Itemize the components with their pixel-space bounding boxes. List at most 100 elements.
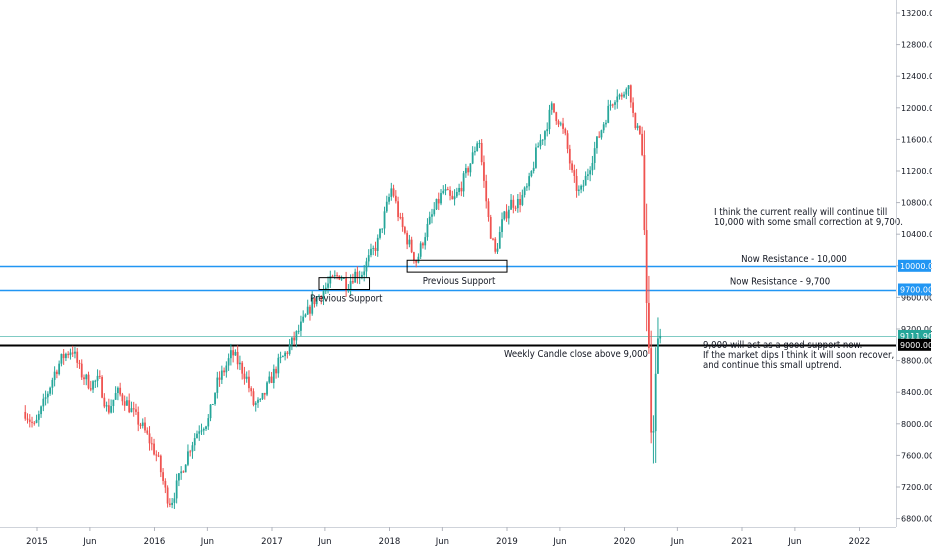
candle-body (492, 238, 494, 240)
candle-body (78, 362, 81, 364)
price-tag-label: 9111.90 (900, 332, 932, 341)
candle-body (71, 352, 74, 354)
candle-body (609, 104, 612, 106)
candle-body (58, 363, 61, 375)
candle-body (514, 207, 517, 209)
candle-body (539, 140, 542, 147)
candle-body (123, 401, 126, 406)
horizontal-levels (0, 265, 896, 347)
candle-body (494, 238, 497, 252)
candle-body (365, 261, 368, 272)
candle-body (302, 316, 305, 322)
candle-body (200, 430, 203, 432)
candle-body (318, 295, 320, 298)
candle-body (345, 278, 348, 291)
candle-body (363, 271, 366, 275)
y-tick-label: 12000.00 (901, 104, 932, 113)
candle-body (137, 411, 140, 425)
candle-body (455, 192, 458, 197)
candle-body (239, 362, 241, 365)
candle-body (546, 129, 549, 132)
candle-body (627, 85, 630, 90)
y-tick-label: 6800.00 (901, 515, 932, 524)
price-tag (898, 283, 931, 296)
candle-body (227, 358, 230, 366)
candle-body (654, 373, 657, 432)
candle-body (288, 345, 291, 354)
candle-body (453, 196, 456, 200)
candle-body (164, 480, 167, 488)
candle-body (385, 201, 388, 212)
candle-body (555, 112, 558, 122)
candle-body (460, 187, 463, 192)
candle-body (184, 464, 187, 473)
candle-body (159, 455, 162, 473)
candle-body (521, 194, 524, 205)
support-note-text: and continue this small uptrend. (703, 360, 842, 371)
candle-body (582, 185, 585, 187)
candle-body (333, 275, 336, 277)
candle-body (403, 227, 406, 233)
candle-body (24, 411, 27, 419)
candle-body (388, 196, 390, 202)
support-label: Previous Support (423, 276, 496, 287)
y-tick-label: 11600.00 (901, 135, 932, 144)
candle-body (541, 139, 544, 141)
candle-body (42, 398, 45, 407)
candle-body (96, 375, 99, 381)
candle-body (101, 376, 103, 398)
candle-body (189, 451, 192, 453)
candle-body (394, 195, 397, 202)
resistance-9700-label: Now Resistance - 9,700 (730, 277, 830, 288)
candle-body (94, 380, 97, 382)
candle-body (620, 94, 623, 97)
candle-body (370, 248, 372, 256)
candle-body (361, 274, 363, 278)
candle-body (431, 214, 433, 217)
x-tick-label: 2020 (614, 537, 636, 547)
candle-body (223, 370, 225, 373)
candle-body (119, 387, 122, 395)
candle-body (419, 243, 422, 257)
candle-body (372, 247, 375, 249)
candle-body (236, 351, 239, 365)
candle-body (293, 337, 296, 341)
candle-body (586, 174, 589, 176)
candle-body (254, 402, 257, 405)
candle-body (530, 170, 533, 177)
candle-body (571, 163, 573, 171)
candle-body (173, 498, 176, 503)
y-tick-label: 10800.00 (901, 199, 932, 208)
outlook-text: 10,000 with some small correction at 9,7… (714, 217, 903, 228)
support-note-text: If the market dips I think it will soon … (703, 350, 894, 361)
support-note-text: 9,000 will act as a good support now. (703, 340, 862, 351)
candle-body (564, 128, 567, 134)
candle-body (605, 122, 607, 125)
candle-body (523, 187, 526, 195)
candle-body (618, 94, 621, 97)
y-tick-label: 9200.00 (901, 325, 932, 334)
candle-body (234, 351, 237, 356)
candle-body (175, 480, 178, 499)
candle-body (313, 298, 316, 305)
candle-body (114, 393, 117, 400)
candle-body (98, 375, 101, 377)
y-tick-label: 13200.00 (901, 9, 932, 18)
candle-body (462, 173, 465, 192)
candle-body (446, 189, 449, 191)
candle-body (616, 96, 619, 103)
candle-body (132, 408, 135, 410)
candle-body (241, 362, 244, 374)
candle-body (449, 190, 451, 196)
candle-body (130, 408, 133, 413)
candle-body (652, 431, 655, 433)
candle-body (49, 387, 52, 394)
x-tick-label: 2018 (379, 537, 401, 547)
candle-body (216, 377, 219, 393)
candle-body (623, 94, 625, 97)
candle-body (277, 357, 280, 374)
candle-body (257, 399, 259, 403)
candle-body (193, 438, 196, 446)
